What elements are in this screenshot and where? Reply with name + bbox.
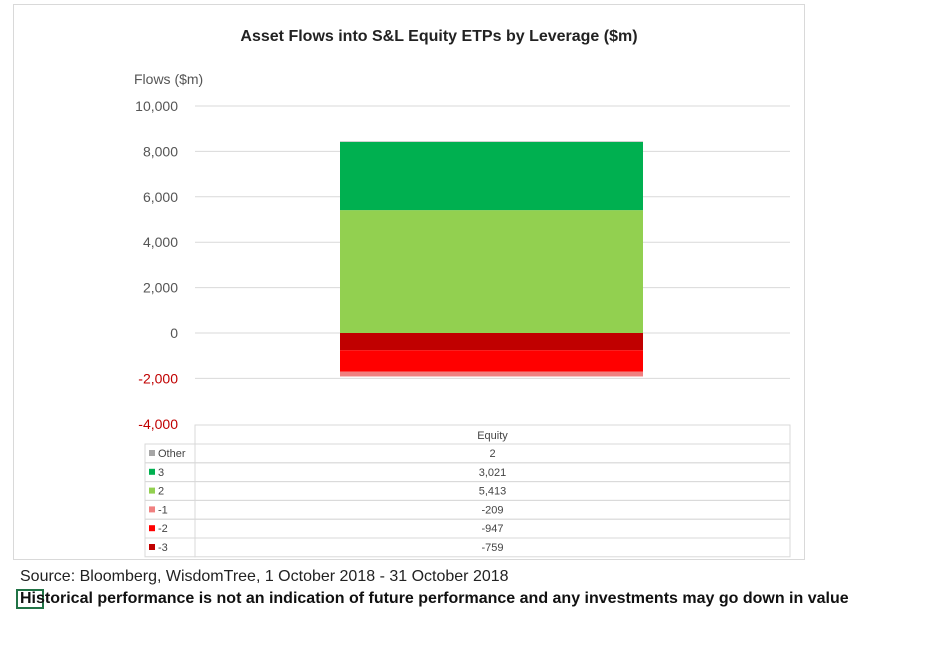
legend-label: 3 (158, 467, 164, 479)
y-axis-label: Flows ($m) (134, 71, 203, 87)
data-label: -209 (481, 504, 503, 516)
value-cell (194, 537, 791, 558)
y-tick-label: 10,000 (135, 98, 178, 114)
legend-swatch (149, 487, 155, 494)
bar-segment--3 (340, 333, 643, 351)
bar-segment-Other (340, 141, 643, 143)
y-tick-label: 4,000 (143, 234, 178, 250)
bar-segment--2 (340, 350, 643, 372)
data-label: 5,413 (479, 486, 507, 498)
y-tick-label: -2,000 (138, 370, 178, 386)
selected-cell-indicator[interactable] (16, 589, 44, 609)
legend-swatch (149, 525, 155, 532)
data-label: 2 (489, 448, 495, 460)
disclaimer: Historical performance is not an indicat… (20, 590, 849, 607)
source-note: Source: Bloomberg, WisdomTree, 1 October… (20, 568, 509, 585)
bar-segment--1 (340, 371, 643, 377)
legend-label: -3 (158, 542, 168, 554)
data-label: -947 (481, 523, 503, 535)
legend-label: 2 (158, 486, 164, 498)
legend-swatch (149, 506, 155, 513)
legend-swatch (149, 468, 155, 475)
data-label: -759 (481, 542, 503, 554)
bar-segment-3 (340, 141, 643, 211)
legend-label: Other (158, 448, 186, 460)
legend-swatch (149, 544, 155, 550)
category-label: Equity (477, 430, 508, 442)
chart-title: Asset Flows into S&L Equity ETPs by Leve… (240, 28, 637, 45)
legend-label: -2 (158, 523, 168, 535)
bar-segment-2 (340, 210, 643, 333)
legend-label: -1 (158, 504, 168, 516)
data-label: 3,021 (479, 467, 507, 479)
y-tick-label: -4,000 (138, 416, 178, 432)
y-tick-label: 2,000 (143, 280, 178, 296)
legend-swatch (149, 450, 155, 456)
y-tick-label: 8,000 (143, 143, 178, 159)
y-tick-label: 6,000 (143, 189, 178, 205)
chart-frame (13, 4, 805, 560)
y-tick-label: 0 (170, 325, 178, 341)
